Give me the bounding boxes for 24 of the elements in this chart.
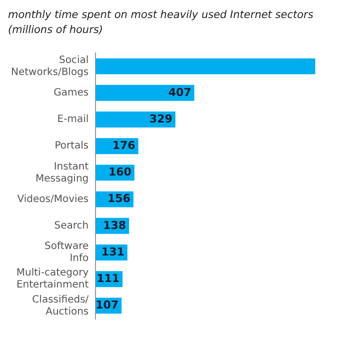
y-tick-label: E-mail <box>57 114 89 126</box>
data-label: 407 <box>168 86 192 99</box>
data-label: 107 <box>96 298 119 312</box>
data-label: 176 <box>112 138 136 152</box>
bar <box>96 112 176 128</box>
y-tick-label: Search <box>54 220 89 232</box>
y-tick-label: Instant Messaging <box>36 161 89 184</box>
data-label: 138 <box>103 218 126 232</box>
data-label: 131 <box>101 245 124 258</box>
data-label: 156 <box>107 192 131 206</box>
bar <box>96 84 194 101</box>
y-tick-label: Classifieds/ Auctions <box>32 294 90 318</box>
chart-title: monthly time spent on most heavily used Internet sectors <box>8 8 314 23</box>
y-tick-label: Portals <box>54 140 89 152</box>
data-label: 329 <box>149 112 172 126</box>
y-tick-label: Multi-category Entertainment <box>16 268 89 291</box>
y-tick-label: Videos/Movies <box>17 194 89 205</box>
y-tick-label: Software Info <box>44 241 89 264</box>
data-label: 111 <box>96 272 120 285</box>
bar <box>96 58 316 74</box>
y-tick-label: Social Networks/Blogs <box>10 54 89 78</box>
y-tick-label: Games <box>54 87 89 98</box>
data-label: 160 <box>108 166 132 179</box>
chart-subtitle: (millions of hours) <box>8 23 104 38</box>
